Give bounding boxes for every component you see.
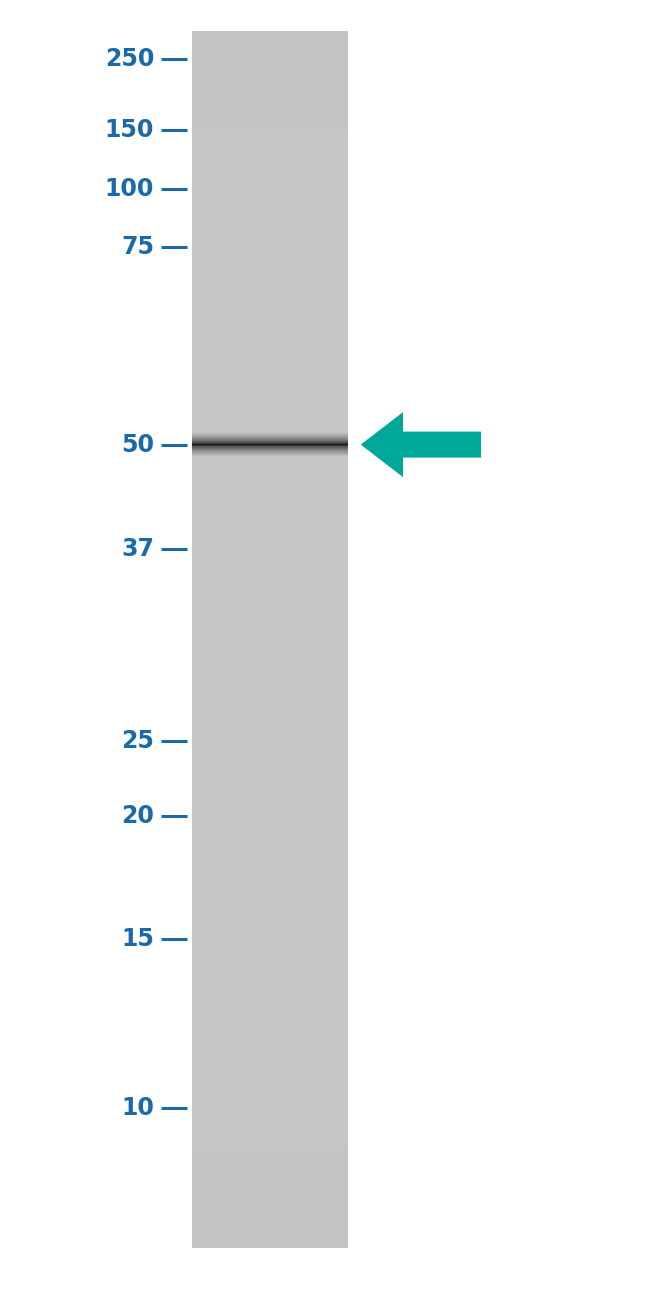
Text: 100: 100	[105, 177, 154, 200]
Text: 37: 37	[121, 537, 154, 560]
Text: 50: 50	[121, 433, 154, 456]
Text: 150: 150	[105, 118, 154, 142]
Text: 250: 250	[105, 47, 154, 70]
Text: 15: 15	[121, 927, 154, 950]
Text: 10: 10	[121, 1096, 154, 1119]
Text: 75: 75	[121, 235, 154, 259]
Text: 20: 20	[121, 805, 154, 828]
Text: 25: 25	[121, 729, 154, 753]
